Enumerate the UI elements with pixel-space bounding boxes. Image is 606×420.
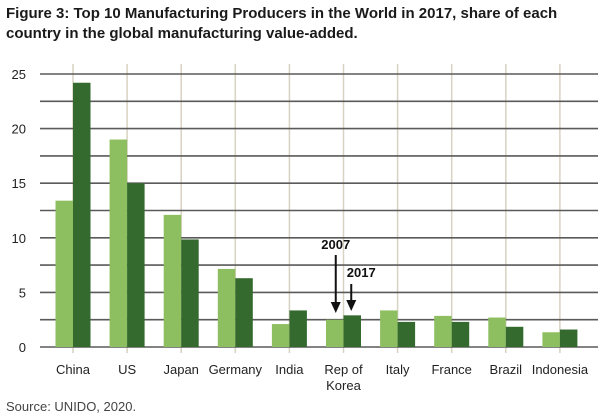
bar-2007-brazil xyxy=(488,317,506,347)
x-tick-label: China xyxy=(56,362,91,377)
bar-2017-rep-of-korea xyxy=(343,315,361,347)
x-tick-label: Indonesia xyxy=(532,362,589,377)
bar-2007-india xyxy=(271,324,290,347)
x-tick-label: India xyxy=(275,362,304,377)
bar-2017-india xyxy=(289,310,307,347)
annotation-label-2007: 2007 xyxy=(321,237,350,252)
y-tick-label: 20 xyxy=(12,122,26,137)
x-tick-label: Germany xyxy=(209,362,263,377)
y-tick-label: 10 xyxy=(12,231,26,246)
bar-2007-germany xyxy=(217,268,236,347)
x-tick-label: Korea xyxy=(326,378,361,393)
bar-2007-japan xyxy=(163,214,182,347)
bar-2017-indonesia xyxy=(559,329,578,347)
bar-2017-us xyxy=(127,183,145,347)
x-tick-label: Japan xyxy=(163,362,198,377)
bar-2017-brazil xyxy=(505,326,524,347)
x-tick-label: Italy xyxy=(386,362,410,377)
bar-2007-us xyxy=(109,139,128,347)
chart-source: Source: UNIDO, 2020. xyxy=(6,399,137,414)
annotation-label-2017: 2017 xyxy=(347,265,376,280)
arrow-head-icon xyxy=(330,302,341,313)
y-tick-label: 0 xyxy=(19,340,26,355)
bar-2017-france xyxy=(451,321,470,347)
x-tick-label: Rep of xyxy=(324,362,363,377)
x-tick-label: US xyxy=(118,362,136,377)
y-tick-label: 5 xyxy=(19,285,26,300)
bar-2017-italy xyxy=(397,321,416,347)
bar-2007-rep-of-korea xyxy=(326,319,344,347)
x-tick-label: France xyxy=(431,362,471,377)
bar-2007-france xyxy=(434,315,452,347)
bar-2007-china xyxy=(55,200,73,347)
chart-title: Figure 3: Top 10 Manufacturing Producers… xyxy=(6,5,558,42)
bar-2017-japan xyxy=(181,239,199,347)
bar-2007-indonesia xyxy=(542,332,560,347)
x-tick-label: Brazil xyxy=(490,362,523,377)
bar-2017-germany xyxy=(235,278,253,347)
bar-2007-italy xyxy=(380,310,398,347)
arrow-head-icon xyxy=(346,300,357,311)
y-tick-label: 15 xyxy=(12,176,26,191)
y-tick-label: 25 xyxy=(12,67,26,82)
bar-2017-china xyxy=(73,82,91,348)
